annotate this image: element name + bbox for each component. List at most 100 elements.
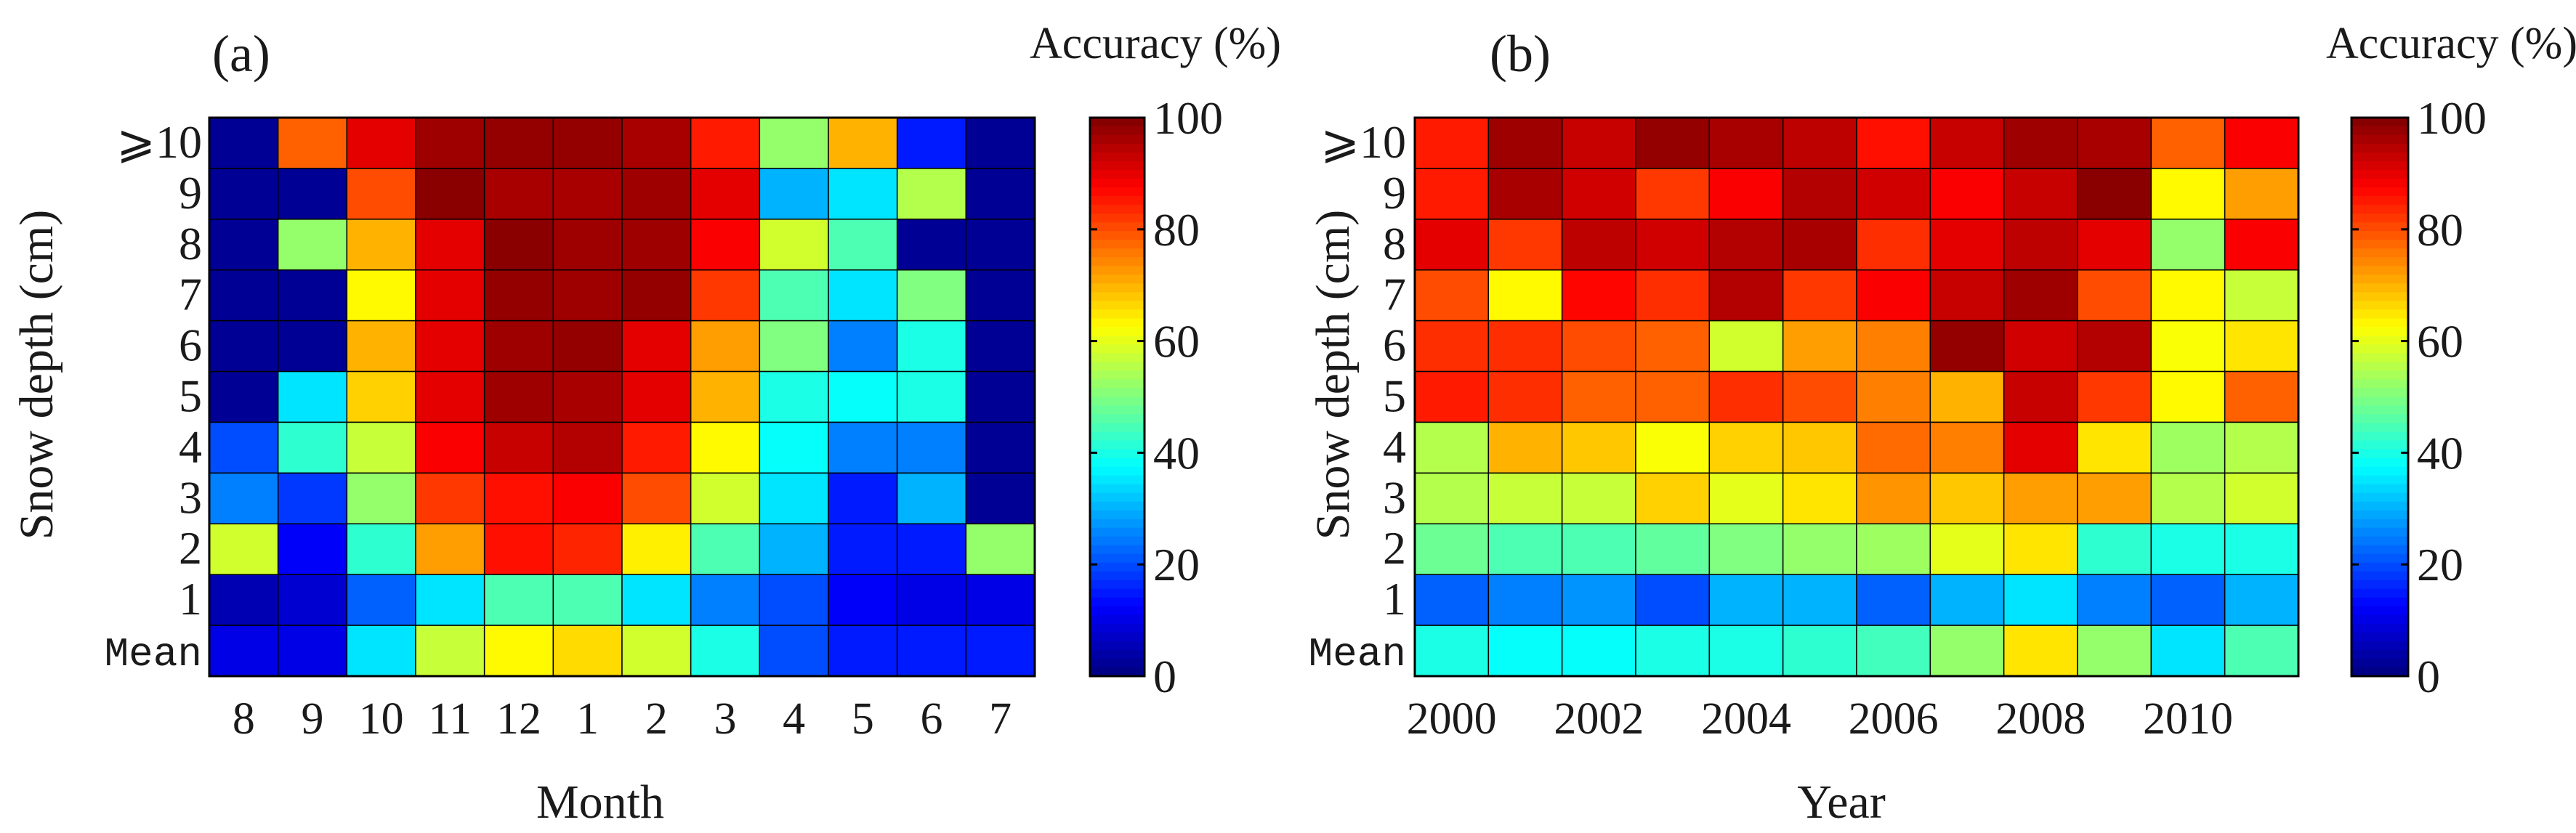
x-tick-label: 7 — [989, 694, 1012, 744]
heatmap-cell: 6 / 6: 40 — [896, 320, 967, 373]
heatmap-cell: 4 / 11: 88 — [415, 421, 485, 474]
heatmap-cell: 5 / 4: 40 — [759, 370, 829, 423]
heatmap-cell: 4 / 1: 95 — [552, 421, 623, 474]
heatmap-cell: 9 / 2009: 99 — [2077, 168, 2152, 220]
heatmap-cell: 8 / 8: 2 — [209, 219, 279, 271]
heatmap-cell: 1 / 1: 45 — [552, 574, 623, 626]
colorbar-segment — [1090, 248, 1144, 259]
heatmap-cell: 6 / 2007: 98 — [1929, 320, 2005, 373]
heatmap-cell: 1 / 2009: 25 — [2077, 574, 2152, 626]
panel-a-heatmap-grid: ⩾10 / 8: 2⩾10 / 9: 78⩾10 / 10: 90⩾10 / 1… — [208, 116, 1036, 678]
heatmap-cell: 7 / 2003: 83 — [1635, 269, 1711, 322]
heatmap-cell: 3 / 2001: 57 — [1487, 472, 1563, 525]
heatmap-cell: 4 / 2002: 68 — [1561, 421, 1636, 474]
heatmap-cell: 7 / 2002: 87 — [1561, 269, 1636, 322]
heatmap-cell: 5 / 11: 90 — [415, 370, 485, 423]
heatmap-cell: ⩾10 / 2005: 94 — [1782, 117, 1857, 169]
colorbar-segment — [1090, 431, 1144, 442]
heatmap-cell: 2 / 3: 45 — [690, 523, 761, 575]
colorbar-segment — [1090, 318, 1144, 328]
heatmap-cell: 5 / 9: 35 — [277, 370, 348, 423]
heatmap-cell: 5 / 5: 38 — [828, 370, 898, 423]
heatmap-cell: 4 / 2004: 67 — [1708, 421, 1784, 474]
heatmap-cell: ⩾10 / 1: 98 — [552, 117, 623, 169]
colorbar-segment — [2351, 257, 2408, 267]
heatmap-cell: 2 / 6: 15 — [896, 523, 967, 575]
heatmap-cell: 7 / 9: 2 — [277, 269, 348, 322]
heatmap-cell: 8 / 2007: 90 — [1929, 219, 2005, 271]
heatmap-cell: 8 / 12: 99 — [483, 219, 554, 271]
colorbar-segment — [2351, 484, 2408, 494]
heatmap-cell: 1 / 7: 10 — [965, 574, 1035, 626]
y-tick-label: 2 — [179, 522, 202, 574]
y-tick-label: 7 — [179, 269, 202, 320]
heatmap-cell: 8 / 7: 2 — [965, 219, 1035, 271]
colorbar-segment — [2351, 397, 2408, 407]
heatmap-cell: ⩾10 / 2003: 98 — [1635, 117, 1711, 169]
heatmap-cell: 2 / 9: 12 — [277, 523, 348, 575]
heatmap-cell: 6 / 8: 2 — [209, 320, 279, 373]
colorbar-segment — [1090, 414, 1144, 424]
colorbar-segment — [2351, 248, 2408, 259]
heatmap-cell: 3 / 2011: 58 — [2224, 472, 2299, 525]
colorbar-segment — [1090, 240, 1144, 250]
heatmap-cell: 3 / 2: 80 — [621, 472, 692, 525]
heatmap-cell: 7 / 2009: 80 — [2077, 269, 2152, 322]
colorbar-segment — [2351, 118, 2408, 127]
heatmap-cell: 3 / 2008: 72 — [2003, 472, 2078, 525]
colorbar-segment — [2351, 240, 2408, 250]
heatmap-cell: 9 / 6: 55 — [896, 168, 967, 220]
colorbar-segment — [2351, 170, 2408, 179]
heatmap-cell: 8 / 4: 58 — [759, 219, 829, 271]
heatmap-cell: 8 / 2010: 52 — [2150, 219, 2226, 271]
panel-b-year-heatmap: (b) Accuracy (%) Snow depth (cm) Year ⩾1… — [1307, 19, 2576, 829]
heatmap-cell: 9 / 1: 96 — [552, 168, 623, 220]
heatmap-cell: 3 / 1: 88 — [552, 472, 623, 525]
y-tick-label: 8 — [179, 218, 202, 269]
heatmap-cell: 6 / 2000: 83 — [1414, 320, 1490, 373]
heatmap-cell: 6 / 2001: 83 — [1487, 320, 1563, 373]
heatmap-cell: 8 / 10: 70 — [346, 219, 416, 271]
colorbar-segment — [2351, 126, 2408, 136]
y-tick-label: 4 — [1383, 420, 1406, 472]
heatmap-cell: ⩾10 / 10: 90 — [346, 117, 416, 169]
y-tick-label: 9 — [179, 167, 202, 219]
heatmap-cell: ⩾10 / 11: 97 — [415, 117, 485, 169]
heatmap-cell: 1 / 2002: 27 — [1561, 574, 1636, 626]
heatmap-cell: 3 / 12: 86 — [483, 472, 554, 525]
colorbar-segment — [2351, 527, 2408, 537]
heatmap-cell: 6 / 2006: 75 — [1856, 320, 1931, 373]
heatmap-cell: 2 / 4: 30 — [759, 523, 829, 575]
colorbar-segment — [1090, 649, 1144, 659]
heatmap-cell: 9 / 2006: 92 — [1856, 168, 1931, 220]
colorbar-segment — [1090, 553, 1144, 564]
heatmap-cell: 4 / 3: 63 — [690, 421, 761, 474]
colorbar-segment — [2351, 327, 2408, 337]
heatmap-cell: 9 / 11: 99 — [415, 168, 485, 220]
heatmap-cell: Mean / 12: 63 — [483, 625, 554, 677]
heatmap-cell: Mean / 2006: 44 — [1856, 625, 1931, 677]
colorbar-segment — [1090, 606, 1144, 616]
heatmap-cell: 4 / 4: 38 — [759, 421, 829, 474]
heatmap-cell: Mean / 5: 15 — [828, 625, 898, 677]
heatmap-cell: 7 / 2010: 63 — [2150, 269, 2226, 322]
heatmap-cell: 1 / 2007: 30 — [1929, 574, 2005, 626]
heatmap-cell: 4 / 9: 42 — [277, 421, 348, 474]
heatmap-cell: 1 / 12: 45 — [483, 574, 554, 626]
colorbar-segment — [1090, 519, 1144, 529]
colorbar-segment — [2351, 536, 2408, 546]
colorbar-segment — [1090, 466, 1144, 476]
colorbar-segment — [1090, 231, 1144, 241]
colorbar-segment — [2351, 283, 2408, 293]
heatmap-cell: 2 / 2002: 45 — [1561, 523, 1636, 575]
heatmap-cell: 3 / 6: 30 — [896, 472, 967, 525]
heatmap-cell: 8 / 2008: 94 — [2003, 219, 2078, 271]
heatmap-cell: 2 / 11: 72 — [415, 523, 485, 575]
heatmap-cell: Mean / 3: 40 — [690, 625, 761, 677]
heatmap-cell: 8 / 1: 97 — [552, 219, 623, 271]
heatmap-cell: ⩾10 / 4: 52 — [759, 117, 829, 169]
colorbar-tick-label: 60 — [1153, 316, 1200, 367]
heatmap-cell: 5 / 6: 40 — [896, 370, 967, 423]
panel-a-colorbar-title: Accuracy (%) — [1030, 19, 1281, 68]
heatmap-cell: 9 / 2000: 85 — [1414, 168, 1490, 220]
